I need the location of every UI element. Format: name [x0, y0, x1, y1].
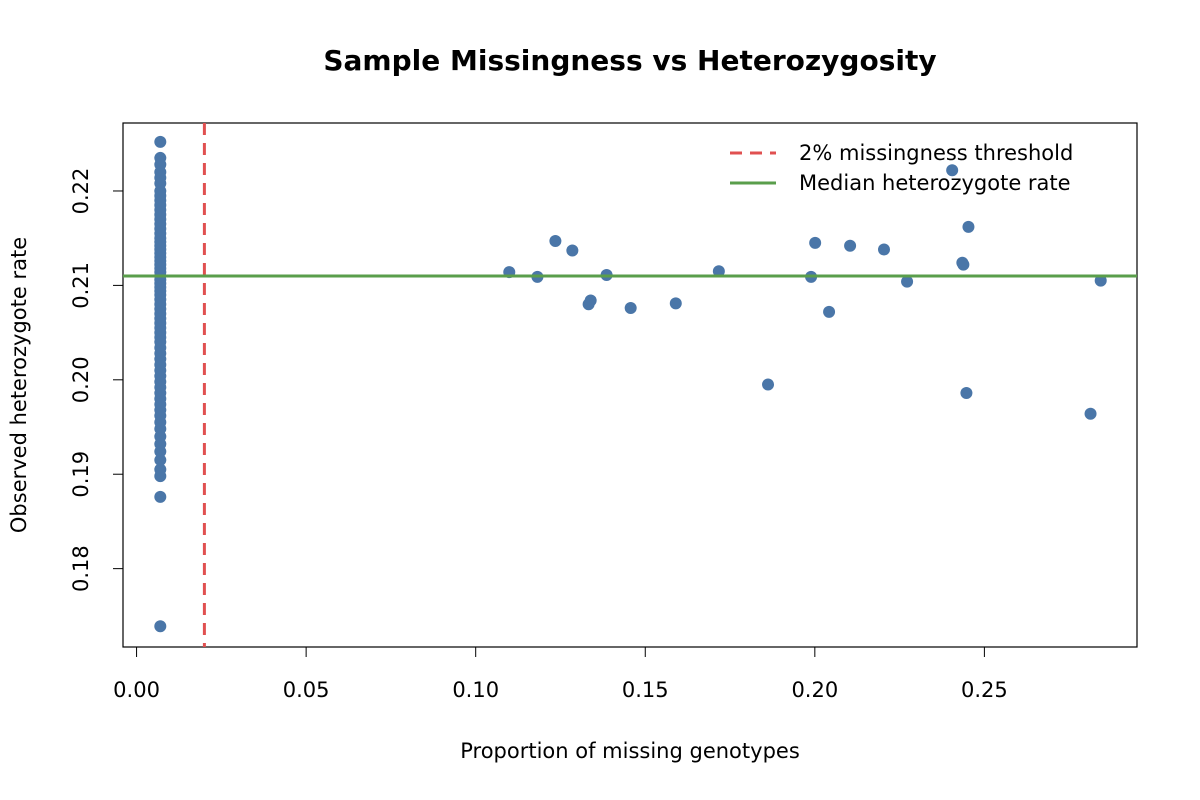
point	[712, 265, 725, 278]
point	[669, 297, 682, 310]
chart-title: Sample Missingness vs Heterozygosity	[323, 44, 936, 77]
point	[946, 164, 959, 177]
point	[809, 236, 822, 249]
x-axis-label: Proportion of missing genotypes	[460, 739, 800, 763]
point	[762, 378, 775, 391]
x-tick-label: 0.20	[791, 678, 838, 702]
point	[549, 235, 562, 248]
point	[154, 620, 167, 633]
y-tick-label: 0.20	[69, 356, 93, 403]
point	[901, 275, 914, 288]
point	[957, 258, 970, 271]
point	[154, 454, 167, 467]
point	[566, 244, 579, 257]
x-tick-label: 0.25	[961, 678, 1008, 702]
x-tick-label: 0.00	[113, 678, 160, 702]
legend-label: 2% missingness threshold	[799, 141, 1073, 165]
y-tick-label: 0.18	[69, 545, 93, 592]
y-tick-label: 0.22	[69, 168, 93, 215]
x-tick-label: 0.05	[283, 678, 330, 702]
point	[154, 490, 167, 503]
point	[960, 387, 973, 400]
point	[154, 470, 167, 483]
point	[1084, 407, 1097, 420]
point	[584, 294, 597, 307]
point	[154, 445, 167, 458]
point	[624, 302, 637, 315]
point	[154, 135, 167, 148]
legend-label: Median heterozygote rate	[799, 171, 1071, 195]
point	[962, 220, 975, 233]
point	[844, 239, 857, 252]
y-axis-label: Observed heterozygote rate	[7, 237, 31, 533]
y-tick-label: 0.19	[69, 451, 93, 498]
x-tick-label: 0.10	[452, 678, 499, 702]
point	[1094, 274, 1107, 287]
point	[878, 243, 891, 256]
point	[823, 305, 836, 318]
x-tick-label: 0.15	[622, 678, 669, 702]
y-tick-label: 0.21	[69, 262, 93, 309]
plot-frame	[122, 122, 1138, 648]
